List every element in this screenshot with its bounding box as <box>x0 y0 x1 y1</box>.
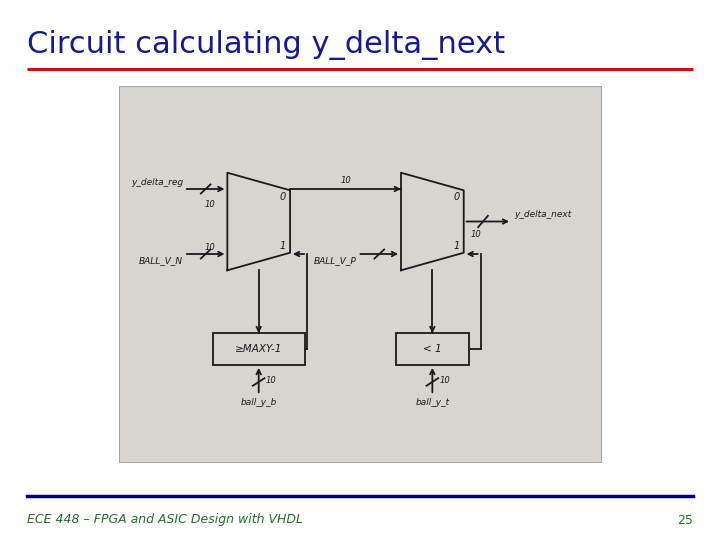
Bar <box>396 333 469 365</box>
Text: 1: 1 <box>454 241 460 251</box>
Text: 0: 0 <box>280 192 286 202</box>
Text: ball_y_b: ball_y_b <box>240 398 277 407</box>
Text: 10: 10 <box>439 376 450 386</box>
Text: ECE 448 – FPGA and ASIC Design with VHDL: ECE 448 – FPGA and ASIC Design with VHDL <box>27 514 303 526</box>
Text: 25: 25 <box>677 514 693 526</box>
Text: 10: 10 <box>205 199 216 208</box>
Text: 10: 10 <box>471 230 482 239</box>
Text: 10: 10 <box>340 176 351 185</box>
Text: 10: 10 <box>205 243 216 252</box>
Text: ≥MAXY-1: ≥MAXY-1 <box>235 344 282 354</box>
Text: 10: 10 <box>266 376 276 386</box>
Text: y_delta_reg: y_delta_reg <box>131 178 183 187</box>
Text: Circuit calculating y_delta_next: Circuit calculating y_delta_next <box>27 30 505 60</box>
Text: y_delta_next: y_delta_next <box>514 210 572 219</box>
Text: < 1: < 1 <box>423 344 441 354</box>
Text: BALL_V_N: BALL_V_N <box>139 256 183 265</box>
Text: ball_y_t: ball_y_t <box>415 398 449 407</box>
FancyBboxPatch shape <box>119 86 601 462</box>
Text: 0: 0 <box>454 192 460 202</box>
Bar <box>213 333 305 365</box>
Text: BALL_V_P: BALL_V_P <box>314 256 356 265</box>
Text: 1: 1 <box>280 241 286 251</box>
